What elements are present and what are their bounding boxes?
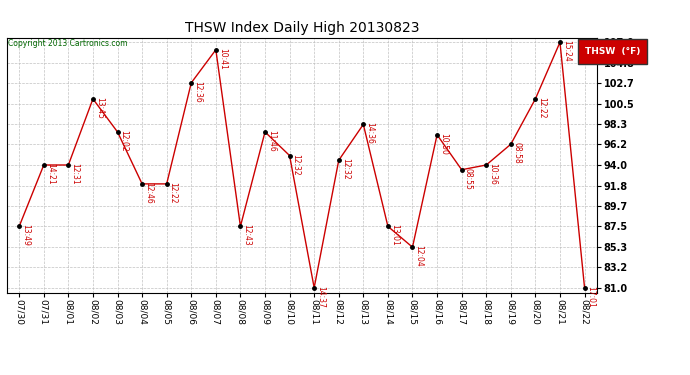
Text: THSW  (°F): THSW (°F) — [585, 47, 640, 56]
Text: 13:01: 13:01 — [390, 225, 399, 246]
Text: 12:02: 12:02 — [119, 130, 128, 152]
Text: 15:24: 15:24 — [562, 40, 571, 62]
Text: 13:45: 13:45 — [95, 97, 104, 119]
Text: 10:50: 10:50 — [439, 133, 448, 155]
Text: 13:49: 13:49 — [21, 225, 30, 246]
Title: THSW Index Daily High 20130823: THSW Index Daily High 20130823 — [185, 21, 419, 35]
Text: 12:32: 12:32 — [341, 158, 350, 180]
Text: 12:32: 12:32 — [292, 154, 301, 175]
Text: 14:36: 14:36 — [365, 123, 374, 144]
Text: 08:58: 08:58 — [513, 142, 522, 164]
Text: 12:43: 12:43 — [242, 225, 251, 246]
Text: 12:46: 12:46 — [144, 182, 153, 204]
Text: 12:04: 12:04 — [415, 245, 424, 267]
Text: 14:21: 14:21 — [46, 163, 55, 185]
Text: 14:37: 14:37 — [316, 286, 325, 308]
Text: 12:22: 12:22 — [168, 182, 177, 204]
Text: 17:01: 17:01 — [586, 286, 595, 308]
Text: 10:36: 10:36 — [489, 163, 497, 185]
Text: 11:46: 11:46 — [267, 130, 276, 152]
Text: 12:22: 12:22 — [538, 97, 546, 118]
Text: Copyright 2013 Cartronics.com: Copyright 2013 Cartronics.com — [8, 39, 128, 48]
Text: 12:36: 12:36 — [193, 81, 202, 103]
Text: 08:55: 08:55 — [464, 168, 473, 190]
Text: 10:41: 10:41 — [218, 48, 227, 70]
Text: 12:31: 12:31 — [70, 163, 79, 185]
